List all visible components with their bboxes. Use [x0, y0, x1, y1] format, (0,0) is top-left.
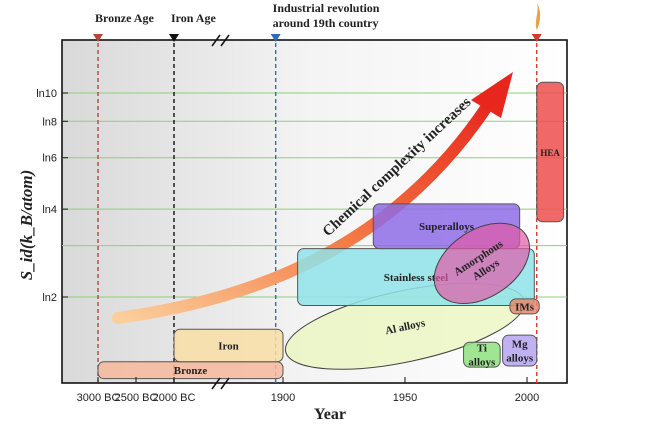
x-axis-label: Year — [314, 406, 346, 423]
y-tick-label: ln4 — [42, 204, 57, 216]
axis-break-top — [211, 34, 230, 47]
era-marker-triangle — [531, 34, 542, 42]
material-label: Iron — [218, 341, 239, 353]
y-axis-label: S_id(k_B/atom) — [17, 170, 36, 281]
material-label: HEA — [540, 148, 560, 158]
y-tick-label: ln10 — [36, 88, 57, 100]
y-tick-label: ln2 — [42, 292, 57, 304]
era-markers: Bronze Age Iron Age Industrial revolution a… — [93, 1, 542, 383]
material-amorphous-alloys: AmorphousAlloys — [433, 222, 531, 305]
material-label: Ti alloys — [468, 343, 496, 369]
material-region — [433, 222, 531, 305]
material-ti-alloys: Ti alloys — [463, 341, 501, 369]
era-marker-triangle — [270, 34, 281, 42]
y-tick-label: ln6 — [42, 153, 57, 165]
y-ticks: ln2 ln4 ln6 ln8 ln10 — [36, 88, 68, 304]
material-region — [463, 341, 501, 368]
era-marker-triangle — [93, 34, 103, 42]
hea-flame-icon — [535, 2, 541, 30]
x-tick-label: 1950 — [393, 392, 417, 404]
x-tick-label: 2000 — [515, 392, 539, 404]
material-iron: Iron — [173, 328, 284, 363]
material-label: Mg alloys — [506, 339, 534, 365]
y-tick-label: ln8 — [42, 116, 57, 128]
axis-break-bottom — [211, 377, 230, 390]
x-tick-label: 1900 — [271, 392, 295, 404]
material-region — [536, 81, 565, 223]
material-region — [173, 328, 284, 363]
material-ims: IMs — [509, 298, 540, 315]
x-tick-label: 2500 BC — [115, 392, 158, 404]
material-label: Stainless steel — [384, 272, 448, 284]
x-tick-label: 3000 BC — [77, 392, 120, 404]
material-mg-alloys: Mg alloys — [502, 334, 538, 367]
material-label: IMs — [515, 301, 535, 313]
era-marker-label: Iron Age — [171, 11, 216, 25]
era-marker-label: Bronze Age — [95, 11, 154, 25]
material-region — [502, 334, 538, 367]
era-marker-label: Industrial revolution around 19th country — [273, 1, 380, 30]
material-hea: HEA — [536, 81, 565, 223]
material-region — [509, 298, 540, 315]
material-label: Bronze — [174, 365, 208, 377]
material-label: Superalloys — [419, 221, 475, 233]
material-bronze: Bronze — [97, 361, 284, 380]
x-tick-label: 2000 BC — [153, 392, 196, 404]
era-marker-triangle — [169, 34, 179, 42]
